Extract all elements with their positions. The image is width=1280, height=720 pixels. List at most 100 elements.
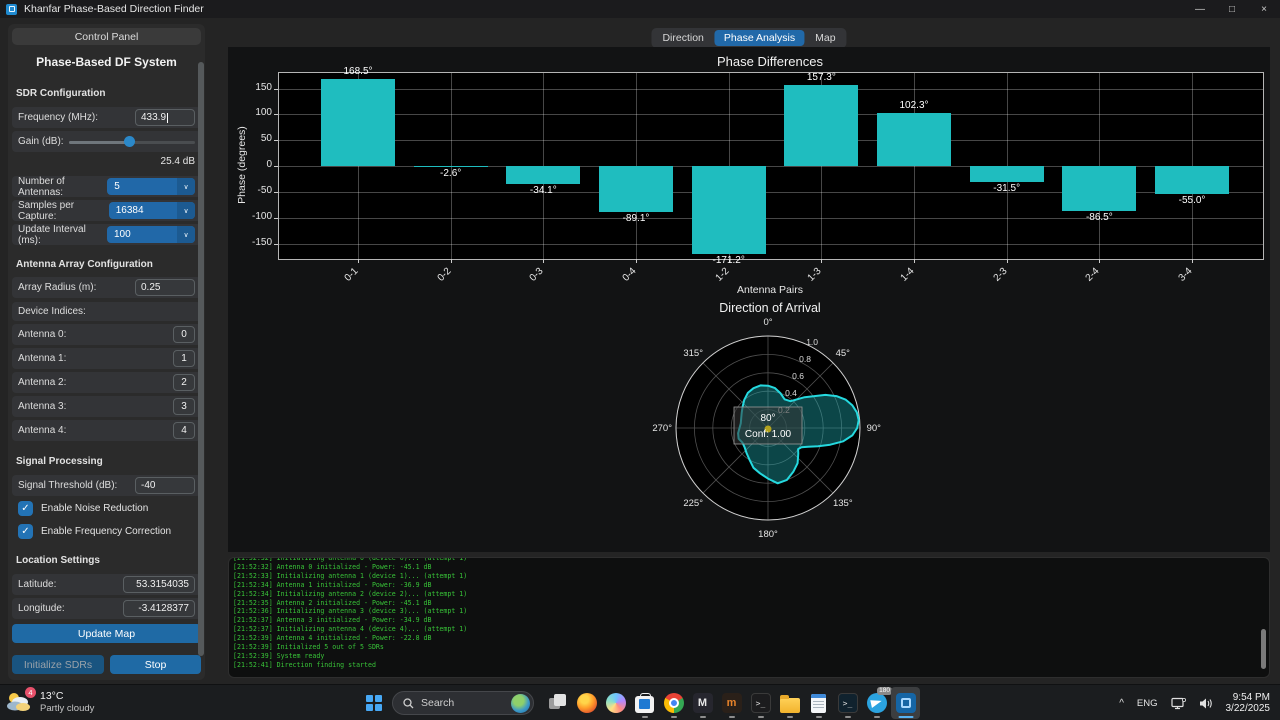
volume-icon[interactable] (1199, 697, 1213, 710)
gain-slider[interactable] (69, 135, 195, 149)
antenna-3-input[interactable]: 3 (173, 398, 195, 415)
frequency-input[interactable]: 433.9 (135, 109, 195, 126)
tab-map[interactable]: Map (815, 32, 836, 44)
antenna-1-input[interactable]: 1 (173, 350, 195, 367)
terminal-icon[interactable]: >_ (746, 687, 775, 719)
checkbox-checked-icon[interactable]: ✓ (18, 524, 33, 539)
file-explorer-icon[interactable] (775, 687, 804, 719)
longitude-label: Longitude: (18, 603, 65, 614)
language-indicator[interactable]: ENG (1136, 697, 1158, 709)
y-tick-label: 150 (255, 81, 272, 93)
antenna-2-row: Antenna 2: 2 (12, 372, 201, 393)
tray-chevron-icon[interactable]: ^ (1119, 697, 1124, 709)
log-line: [21:52:41] Direction finding started (233, 660, 376, 669)
bar-chart-xlabel: Antenna Pairs (737, 284, 803, 296)
log-line: [21:52:39] Antenna 4 initialized - Power… (233, 634, 432, 643)
clock[interactable]: 9:54 PM 3/22/2025 (1226, 692, 1271, 715)
df-app-taskbar-icon[interactable] (891, 687, 920, 719)
minimize-button[interactable]: — (1195, 3, 1205, 15)
log-scrollbar[interactable] (1261, 629, 1266, 669)
frequency-correction-label: Enable Frequency Correction (41, 526, 172, 537)
bar-value-label: -31.5° (993, 183, 1021, 195)
close-button[interactable]: × (1261, 3, 1267, 15)
m-app-icon[interactable]: M (688, 687, 717, 719)
powershell-icon[interactable]: >_ (833, 687, 862, 719)
antenna-0-input[interactable]: 0 (173, 326, 195, 343)
phase-bar (506, 166, 581, 184)
svg-text:180°: 180° (758, 529, 778, 540)
notepad-icon[interactable] (804, 687, 833, 719)
sidebar-scrollbar[interactable] (198, 62, 204, 656)
network-icon[interactable] (1170, 697, 1186, 710)
slider-thumb[interactable] (124, 135, 136, 147)
bar-value-label: 157.3° (806, 71, 836, 83)
antenna-count-row: Number of Antennas: 5 ∨ (12, 176, 201, 198)
latitude-input[interactable]: 53.3154035 (123, 576, 195, 593)
maximize-button[interactable]: □ (1228, 3, 1236, 15)
control-panel-sidebar: Control Panel Phase-Based DF System SDR … (8, 24, 205, 680)
y-tick-label: 50 (260, 133, 272, 145)
metamask-icon[interactable]: m (717, 687, 746, 719)
interval-dropdown[interactable]: 100 ∨ (106, 226, 195, 243)
copilot-icon[interactable] (601, 687, 630, 719)
bar-value-label: 102.3° (899, 100, 929, 112)
antenna-2-input[interactable]: 2 (173, 374, 195, 391)
chrome-icon[interactable] (659, 687, 688, 719)
svg-text:90°: 90° (867, 423, 882, 434)
microsoft-store-icon[interactable] (630, 687, 659, 719)
antenna-count-dropdown[interactable]: 5 ∨ (107, 178, 195, 195)
noise-reduction-label: Enable Noise Reduction (41, 503, 149, 514)
clock-time: 9:54 PM (1232, 691, 1270, 703)
update-map-button[interactable]: Update Map (12, 624, 201, 643)
threshold-input[interactable]: -40 (135, 477, 195, 494)
log-line: [21:52:35] Antenna 2 initialized - Power… (233, 598, 432, 607)
control-panel-header[interactable]: Control Panel (12, 28, 201, 45)
svg-text:1.0: 1.0 (806, 337, 818, 347)
device-indices-row: Device Indices: (12, 302, 201, 321)
firefox-icon[interactable] (572, 687, 601, 719)
telegram-badge: 180 (877, 687, 892, 695)
tab-bar: Direction Phase Analysis Map (651, 28, 847, 48)
phase-bar (599, 166, 673, 213)
y-tick-label: 100 (255, 107, 272, 119)
partly-cloudy-icon: 4 (6, 687, 36, 715)
app-icon (6, 3, 17, 15)
stop-button[interactable]: Stop (110, 655, 201, 674)
weather-widget[interactable]: 4 13°C Partly cloudy (6, 687, 95, 715)
longitude-input[interactable]: -3.4128377 (123, 600, 195, 617)
checkbox-checked-icon[interactable]: ✓ (18, 501, 33, 516)
clock-date: 3/22/2025 (1225, 703, 1271, 714)
array-radius-input[interactable]: 0.25 (135, 279, 195, 296)
task-view-icon[interactable] (543, 687, 572, 719)
samples-dropdown[interactable]: 16384 ∨ (108, 202, 195, 219)
telegram-icon[interactable]: 180 (862, 687, 892, 719)
log-line: [21:52:39] System ready (233, 651, 325, 660)
tab-phase-analysis[interactable]: Phase Analysis (714, 30, 805, 46)
search-daily-image[interactable] (511, 693, 530, 713)
samples-label: Samples per Capture: (18, 199, 75, 222)
sidebar-heading: Phase-Based DF System (36, 55, 177, 69)
bar-value-label: 168.5° (343, 65, 373, 77)
initialize-sdrs-button[interactable]: Initialize SDRs (12, 655, 104, 674)
taskbar-search[interactable]: Search (392, 691, 534, 715)
phase-bar (1062, 166, 1137, 211)
device-indices-label: Device Indices: (18, 306, 86, 317)
antenna-4-input[interactable]: 4 (173, 422, 195, 439)
main-content: Direction Phase Analysis Map Phase Diffe… (218, 18, 1280, 684)
polar-chart-title: Direction of Arrival (719, 301, 821, 315)
phase-bar (321, 78, 395, 166)
antenna-3-row: Antenna 3: 3 (12, 396, 201, 417)
weather-condition: Partly cloudy (40, 702, 95, 714)
tab-direction[interactable]: Direction (662, 32, 704, 44)
log-lines: [21:52:32] Initializing antenna 0 (devic… (233, 557, 1269, 670)
log-line: [21:52:32] Initializing antenna 0 (devic… (233, 557, 468, 562)
antenna-0-row: Antenna 0: 0 (12, 324, 201, 345)
window-controls: — □ × (1184, 0, 1280, 18)
bar-chart-title: Phase Differences (717, 54, 823, 69)
start-button[interactable] (366, 695, 382, 711)
antenna-4-row: Antenna 4: 4 (12, 420, 201, 441)
bar-value-label: -89.1° (622, 213, 650, 225)
system-tray: ^ ENG 9:54 PM 3/22/2025 (1119, 685, 1280, 720)
y-tick-label: -100 (251, 210, 272, 222)
slider-fill (69, 140, 130, 144)
